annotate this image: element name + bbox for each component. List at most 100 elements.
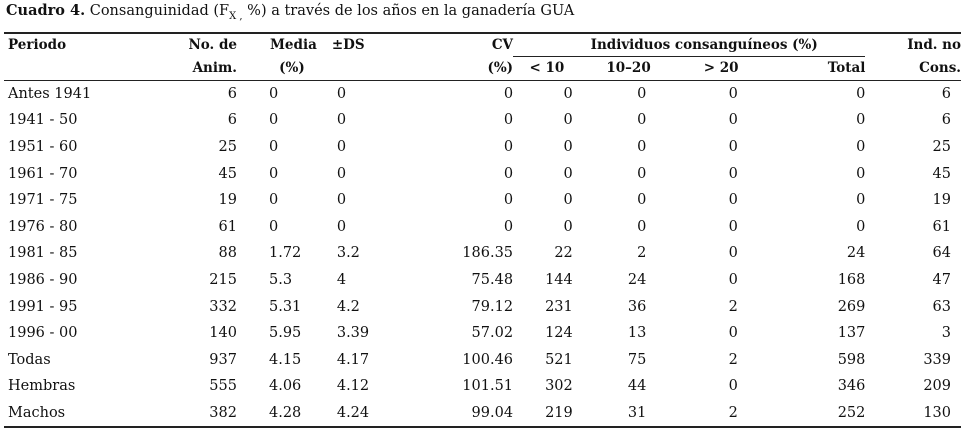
cell-periodo: 1991 - 95 xyxy=(8,298,78,315)
cell-nocons: 64 xyxy=(932,245,951,262)
cell-gt20: 0 xyxy=(728,85,738,102)
table-row: Todas 937 4.15 4.17 100.46 521 75 2 598 339 xyxy=(4,346,961,373)
cell-nocons: 61 xyxy=(932,218,951,235)
cell-media: 1.72 xyxy=(268,245,302,262)
col-anim-2: Anim. xyxy=(157,56,237,81)
cell-periodo: 1996 - 00 xyxy=(8,325,78,342)
cell-10-20: 24 xyxy=(627,271,647,288)
cell-periodo: 1941 - 50 xyxy=(8,112,78,129)
cell-nocons: 130 xyxy=(865,399,961,429)
cell-media: 5.95 xyxy=(268,325,302,342)
table-row: 1996 - 00 140 5.95 3.39 57.02 124 13 0 137 3 xyxy=(4,320,961,347)
cell-gt20: 0 xyxy=(728,192,738,209)
cell-gt20: 0 xyxy=(728,378,738,395)
cell-nocons: 6 xyxy=(941,112,951,129)
cell-cv: 100.46 xyxy=(462,351,514,368)
cell-lt10: 0 xyxy=(563,85,573,102)
cell-ds: 4.17 xyxy=(336,351,370,368)
cell-media: 5.31 xyxy=(268,298,302,315)
col-media-2: (%) xyxy=(236,56,317,81)
cell-cv: 0 xyxy=(503,112,514,129)
cell-media: 0 xyxy=(268,85,279,102)
cell-media: 0 xyxy=(268,112,279,129)
caption-text-2: %) a través de los años en la ganadería … xyxy=(242,3,575,19)
cell-10-20: 36 xyxy=(627,298,647,315)
cell-cv: 79.12 xyxy=(471,298,514,315)
cell-anim: 332 xyxy=(209,298,237,315)
cell-total: 0 xyxy=(856,192,866,209)
caption-text-1: Consanguinidad (F xyxy=(85,3,230,19)
cell-10-20: 0 xyxy=(637,85,647,102)
cell-media: 5.3 xyxy=(268,271,293,288)
table-caption: Cuadro 4. Consanguinidad (FX , %) a trav… xyxy=(6,2,574,22)
cell-nocons: 209 xyxy=(923,378,951,395)
cell-nocons: 339 xyxy=(923,351,951,368)
cell-cv: 186.35 xyxy=(462,245,514,262)
cell-gt20: 0 xyxy=(728,325,738,342)
cell-gt20: 0 xyxy=(728,245,738,262)
cell-gt20: 2 xyxy=(728,351,738,368)
cell-ds: 4.2 xyxy=(336,298,360,315)
cell-periodo: Todas xyxy=(8,351,51,368)
cell-periodo: 1951 - 60 xyxy=(8,138,78,155)
cell-periodo: Machos xyxy=(4,399,158,429)
cell-media: 4.06 xyxy=(268,378,302,395)
col-periodo: Periodo xyxy=(4,32,158,56)
cell-10-20: 13 xyxy=(627,325,647,342)
cell-nocons: 47 xyxy=(932,271,951,288)
cell-media: 0 xyxy=(268,165,279,182)
col-group-individuos: Individuos consanguíneos (%) xyxy=(513,32,866,57)
col-nocons-1: Ind. no xyxy=(865,32,961,56)
cell-periodo: Antes 1941 xyxy=(8,85,92,102)
cell-lt10: 22 xyxy=(554,245,573,262)
cell-total: 0 xyxy=(856,85,866,102)
cell-anim: 6 xyxy=(227,112,237,129)
cell-total: 24 xyxy=(846,245,866,262)
cell-lt10: 124 xyxy=(545,325,573,342)
cell-ds: 0 xyxy=(336,192,347,209)
cell-ds: 0 xyxy=(336,165,347,182)
cell-total: 0 xyxy=(856,112,866,129)
cell-anim: 25 xyxy=(218,138,237,155)
cell-cv: 75.48 xyxy=(471,271,514,288)
cell-periodo: Hembras xyxy=(8,378,76,395)
cell-periodo: 1981 - 85 xyxy=(8,245,78,262)
cell-10-20: 0 xyxy=(637,138,647,155)
col-total: Total xyxy=(765,56,866,81)
col-media-1: Media xyxy=(236,32,317,56)
cell-cv: 99.04 xyxy=(401,399,514,429)
cell-media: 0 xyxy=(268,192,279,209)
cell-lt10: 521 xyxy=(545,351,573,368)
cell-anim: 88 xyxy=(218,245,237,262)
cell-anim: 140 xyxy=(209,325,237,342)
col-ds: ±DS xyxy=(316,32,402,56)
cell-cv: 0 xyxy=(503,192,514,209)
table-row: 1991 - 95 332 5.31 4.2 79.12 231 36 2 269 63 xyxy=(4,293,961,320)
cell-lt10: 0 xyxy=(563,138,573,155)
cell-10-20: 44 xyxy=(627,378,647,395)
col-gt20: > 20 xyxy=(676,56,766,81)
cell-gt20: 0 xyxy=(728,138,738,155)
table-row: 1976 - 80 61 0 0 0 0 0 0 0 61 xyxy=(4,213,961,240)
cell-periodo: 1986 - 90 xyxy=(8,271,78,288)
table-header: Periodo No. de Media ±DS CV Individuos c… xyxy=(4,32,961,81)
cell-nocons: 45 xyxy=(932,165,951,182)
cell-nocons: 63 xyxy=(932,298,951,315)
cell-cv: 0 xyxy=(503,218,514,235)
cell-lt10: 0 xyxy=(563,165,573,182)
col-10-20: 10–20 xyxy=(580,56,677,81)
cell-cv: 0 xyxy=(503,165,514,182)
cell-lt10: 231 xyxy=(545,298,573,315)
table-row: Antes 1941 6 0 0 0 0 0 0 0 6 xyxy=(4,80,961,107)
cell-10-20: 0 xyxy=(637,218,647,235)
table-row: 1971 - 75 19 0 0 0 0 0 0 0 19 xyxy=(4,187,961,214)
cell-gt20: 2 xyxy=(676,399,766,429)
cell-10-20: 0 xyxy=(637,165,647,182)
cell-anim: 19 xyxy=(218,192,237,209)
cell-ds: 0 xyxy=(336,112,347,129)
table-row: Hembras 555 4.06 4.12 101.51 302 44 0 346 209 xyxy=(4,373,961,400)
cell-ds: 4 xyxy=(336,271,347,288)
cell-anim: 6 xyxy=(227,85,237,102)
cell-cv: 0 xyxy=(503,138,514,155)
cell-total: 346 xyxy=(837,378,866,395)
